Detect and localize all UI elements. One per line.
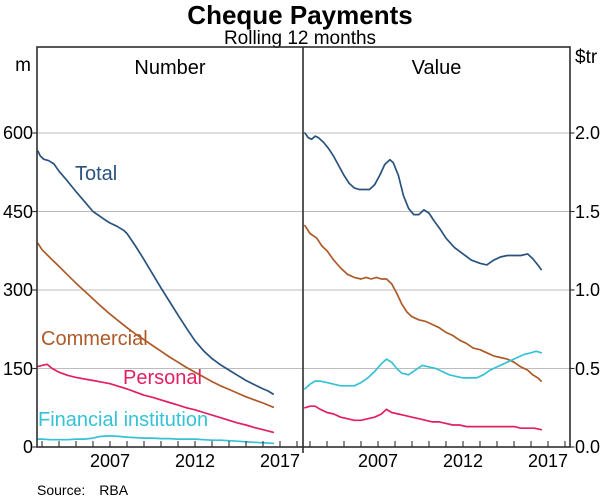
- series-line-value-financial-institution: [304, 350, 543, 390]
- x-tick-label: 2007: [357, 451, 399, 471]
- unit-label-m: m: [15, 55, 31, 76]
- y-tick-label-right: 1.5: [575, 201, 600, 222]
- chart-subtitle: Rolling 12 months: [223, 28, 377, 49]
- series-line-value-total: [304, 132, 543, 271]
- x-tick-label: 2017: [259, 451, 301, 471]
- series-line-value-personal: [304, 405, 543, 431]
- source-note: Source: RBA: [37, 482, 128, 498]
- series-line-number-commercial: [37, 242, 275, 409]
- chart-title: Cheque Payments: [187, 0, 413, 30]
- series-label-commercial: Commercial: [41, 328, 148, 350]
- x-tick-label: 2017: [527, 451, 569, 471]
- panel-title-number: Number: [134, 57, 206, 79]
- y-tick-label-right: 0.5: [575, 358, 600, 379]
- series-label-financial-institution: Financial institution: [38, 409, 209, 431]
- x-tick-label: 2012: [442, 451, 484, 471]
- y-tick-label-left: 600: [2, 123, 33, 143]
- series-line-number-total: [37, 150, 275, 395]
- y-tick-label-right: 2.0: [575, 123, 600, 143]
- panel-title-value: Value: [411, 57, 462, 79]
- series-label-personal: Personal: [123, 367, 202, 389]
- y-tick-label-left: 300: [2, 280, 33, 300]
- y-tick-label-right: 1.0: [575, 280, 600, 300]
- series-line-value-commercial: [304, 224, 543, 382]
- series-line-number-personal: [37, 363, 275, 434]
- source-value: RBA: [99, 482, 129, 498]
- x-tick-label: 2012: [174, 451, 216, 471]
- unit-label--tr: $tr: [575, 47, 598, 68]
- source-label: Source:: [37, 482, 86, 498]
- x-tick-label: 2007: [89, 451, 131, 471]
- y-tick-label-left: 0: [22, 437, 33, 457]
- y-tick-label-left: 450: [2, 201, 33, 222]
- series-line-number-financial-institution: [37, 435, 275, 445]
- y-tick-label-left: 150: [2, 358, 33, 379]
- series-label-total: Total: [75, 163, 118, 185]
- y-tick-label-right: 0.0: [575, 437, 600, 457]
